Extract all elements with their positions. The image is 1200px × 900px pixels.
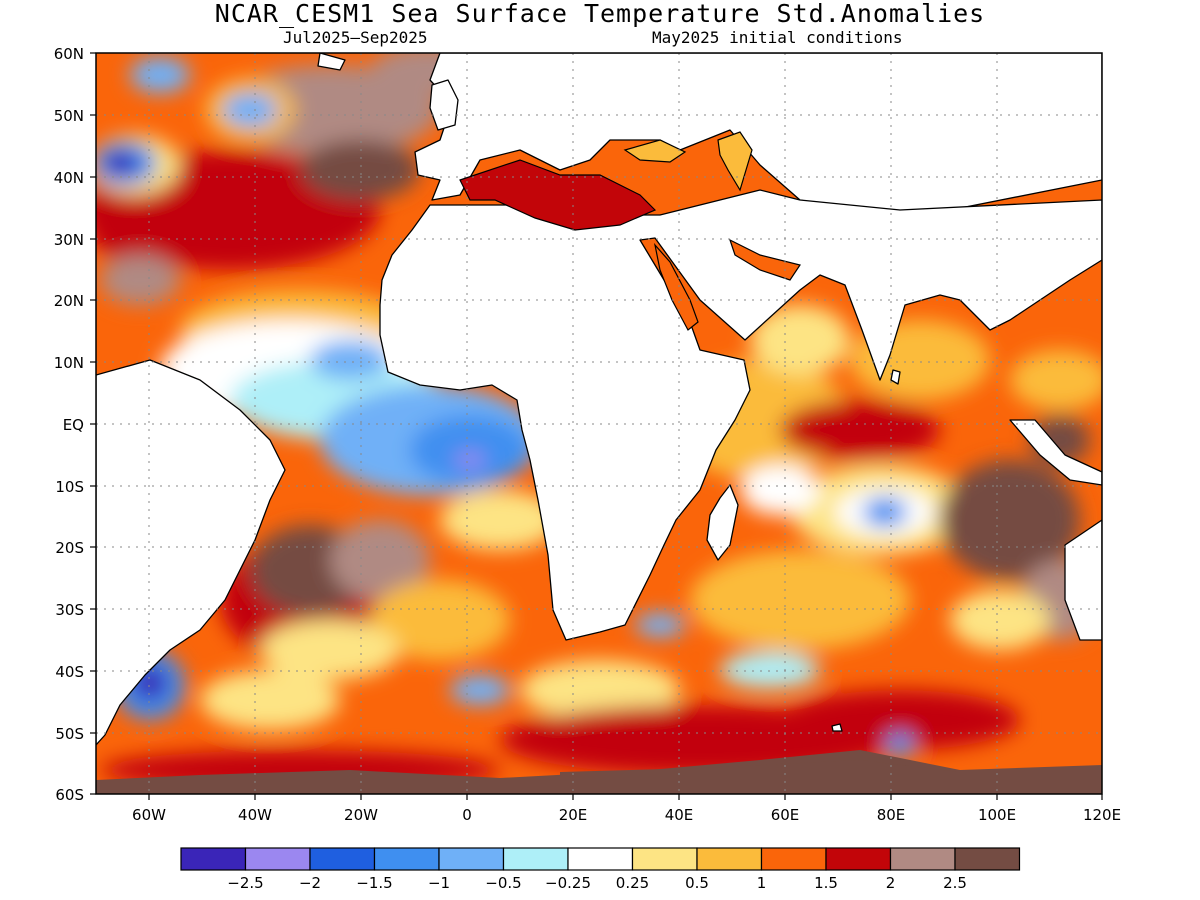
colorbar-label: 1.5: [814, 874, 838, 892]
lat-label: 40S: [55, 663, 84, 681]
lon-label: 80E: [877, 806, 906, 824]
lat-label: 10N: [54, 354, 84, 372]
axis-ticks: [90, 52, 1103, 800]
colorbar: −2.5 −2 −1.5 −1 −0.5 −0.25 0.25 0.5 1 1.5 2 2.5: [180, 847, 1021, 892]
colorbar-swatch: [438, 847, 505, 871]
lon-label: 60W: [132, 806, 166, 824]
colorbar-swatch: [825, 847, 892, 871]
colorbar-swatch: [244, 847, 311, 871]
latitude-labels: 60N 50N 40N 30N 20N 10N EQ 10S 20S 30S 4…: [54, 45, 84, 804]
colorbar-swatch: [954, 847, 1021, 871]
colorbar-label: −2: [299, 874, 321, 892]
colorbar-label: −1.5: [356, 874, 392, 892]
lon-label: 40E: [665, 806, 694, 824]
lat-label: 60N: [54, 45, 84, 63]
lon-label: 40W: [238, 806, 272, 824]
colorbar-label: −2.5: [227, 874, 263, 892]
lon-label: 20W: [344, 806, 378, 824]
colorbar-swatch: [567, 847, 634, 871]
lat-label: EQ: [63, 416, 84, 434]
colorbar-label: 0.5: [685, 874, 709, 892]
colorbar-label: 1: [757, 874, 767, 892]
lat-label: 60S: [55, 786, 84, 804]
lat-label: 50N: [54, 107, 84, 125]
colorbar-label: 0.25: [616, 874, 649, 892]
colorbar-label: 2: [886, 874, 896, 892]
colorbar-swatch: [180, 847, 247, 871]
lon-label: 0: [462, 806, 472, 824]
colorbar-label: −0.5: [485, 874, 521, 892]
lon-label: 60E: [771, 806, 800, 824]
colorbar-swatch: [696, 847, 763, 871]
lat-label: 30S: [55, 601, 84, 619]
graticule: [96, 53, 1102, 794]
colorbar-swatch: [309, 847, 376, 871]
lon-label: 100E: [978, 806, 1016, 824]
lat-label: 30N: [54, 231, 84, 249]
colorbar-label: 2.5: [943, 874, 967, 892]
land-mass: [96, 53, 1102, 746]
lon-label: 20E: [559, 806, 588, 824]
initial-conditions: May2025 initial conditions: [652, 28, 903, 47]
map-title: NCAR_CESM1 Sea Surface Temperature Std.A…: [214, 0, 986, 28]
lat-label: 20S: [55, 539, 84, 557]
colorbar-swatch: [373, 847, 440, 871]
lat-label: 40N: [54, 169, 84, 187]
lat-label: 50S: [55, 725, 84, 743]
colorbar-swatch: [760, 847, 827, 871]
lat-label: 10S: [55, 478, 84, 496]
forecast-period: Jul2025–Sep2025: [283, 28, 428, 47]
colorbar-swatch: [502, 847, 569, 871]
longitude-labels: 60W 40W 20W 0 20E 40E 60E 80E 100E 120E: [132, 806, 1121, 824]
anomaly-field: [96, 53, 1102, 794]
colorbar-swatch: [631, 847, 698, 871]
lon-label: 120E: [1083, 806, 1121, 824]
colorbar-label: −1: [428, 874, 450, 892]
colorbar-swatch: [889, 847, 956, 871]
colorbar-label: −0.25: [545, 874, 591, 892]
lat-label: 20N: [54, 292, 84, 310]
